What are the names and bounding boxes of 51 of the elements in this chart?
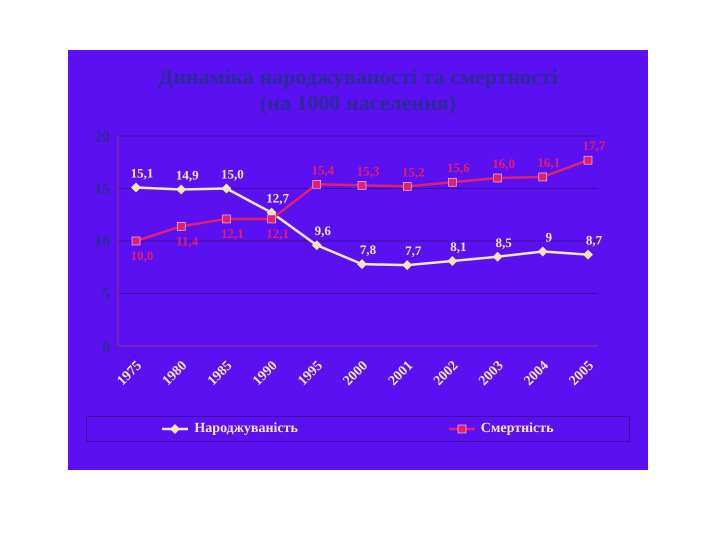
data-label: 16,1	[537, 154, 560, 170]
point	[222, 214, 231, 224]
point	[402, 260, 412, 270]
data-label: 15,0	[221, 166, 244, 182]
data-label: 16,0	[492, 156, 515, 171]
point	[357, 259, 367, 270]
data-label: 17,7	[582, 138, 606, 154]
point	[538, 172, 548, 182]
point	[358, 181, 366, 190]
point	[583, 250, 593, 260]
data-label: 15,2	[402, 164, 425, 180]
chart-title: Динаміка народжуваності та смертності	[157, 64, 559, 90]
data-label: 14,9	[176, 168, 200, 183]
point	[584, 156, 592, 164]
point	[267, 214, 276, 224]
y-tick-label: 10	[94, 234, 110, 251]
data-label: 15,6	[447, 160, 470, 176]
point	[402, 182, 412, 191]
point	[176, 222, 186, 231]
data-label: 10,0	[130, 248, 154, 263]
point	[492, 252, 503, 262]
point	[312, 240, 322, 250]
y-tick-label: 15	[94, 181, 110, 198]
point	[176, 184, 186, 195]
point	[132, 236, 140, 246]
data-label: 15,1	[130, 165, 154, 180]
data-label: 9,6	[314, 223, 332, 238]
y-tick-label: 5	[102, 286, 110, 304]
data-label: 15,4	[311, 162, 335, 178]
point	[312, 180, 322, 189]
point	[448, 178, 457, 186]
data-label: 7,8	[360, 242, 377, 258]
data-label: 8,5	[495, 234, 512, 250]
data-label: 12,1	[266, 226, 289, 241]
data-label: 8,7	[586, 232, 603, 248]
y-tick-label: 20	[94, 128, 110, 146]
data-label: 8,1	[450, 238, 467, 254]
y-tick-label: 0	[102, 338, 110, 356]
legend-label: Смертність	[480, 421, 554, 437]
chart-subtitle: (на 1000 населення)	[258, 90, 458, 116]
data-label: 15,3	[356, 163, 380, 178]
point	[447, 256, 458, 266]
point	[131, 182, 141, 192]
point	[493, 174, 502, 182]
point	[538, 246, 548, 256]
data-label: 9	[546, 230, 553, 244]
data-label: 12,7	[266, 190, 290, 206]
point	[221, 184, 232, 194]
legend-label: Народжуваність	[193, 421, 298, 437]
data-label: 7,7	[405, 243, 422, 258]
data-label: 12,1	[221, 226, 244, 241]
